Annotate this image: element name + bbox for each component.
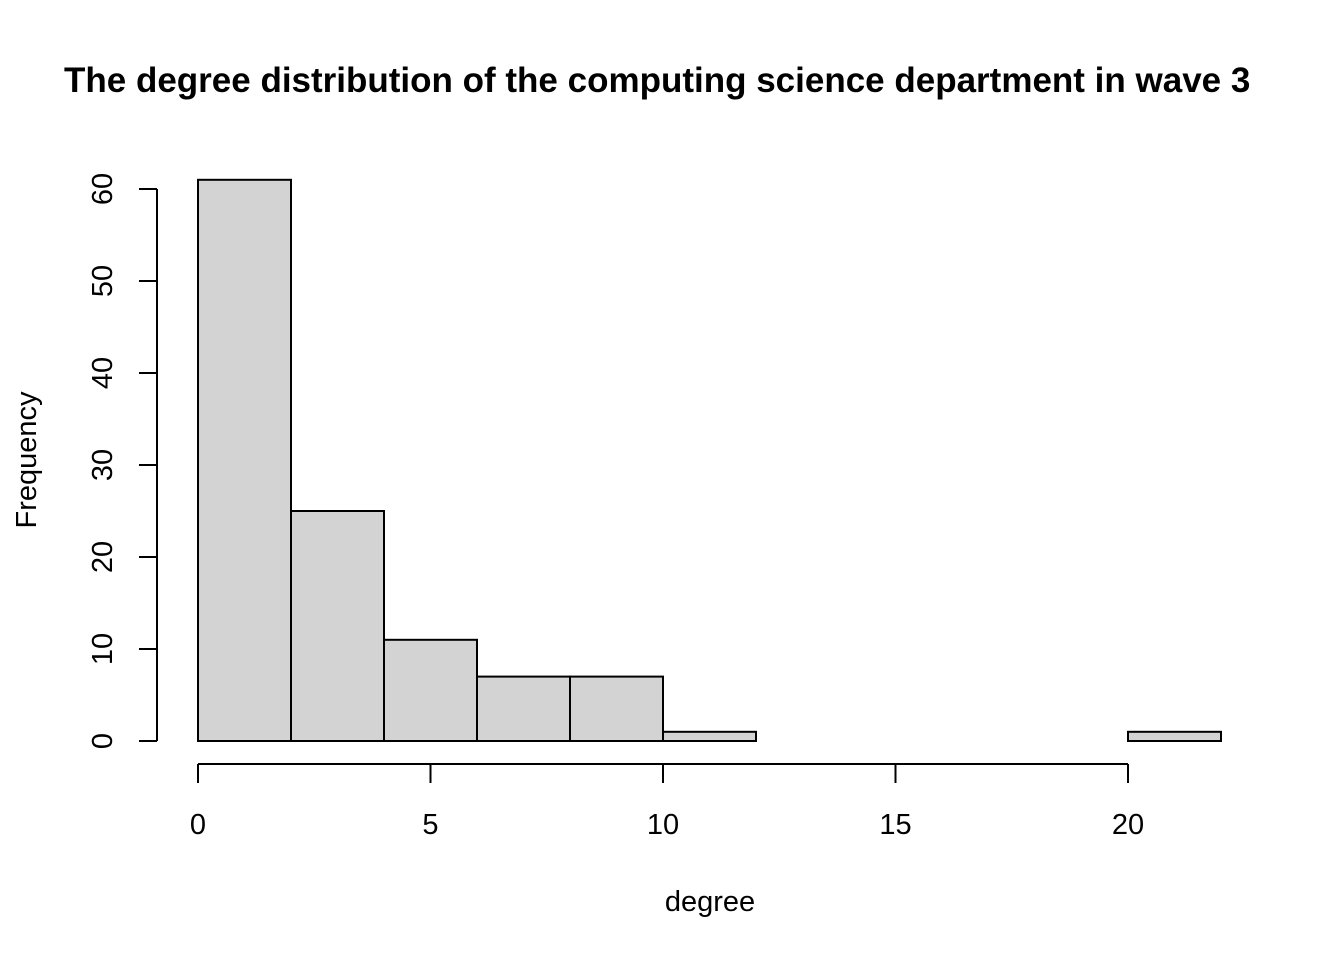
chart-title: The degree distribution of the computing… <box>64 61 1250 100</box>
y-tick-label-30: 30 <box>87 449 119 481</box>
histogram-bar-4 <box>569 675 664 742</box>
x-tick-label-5: 5 <box>422 809 438 841</box>
histogram-bar-2 <box>383 638 478 742</box>
x-axis: 0 5 10 15 20 <box>190 763 1144 841</box>
x-tick-label-20: 20 <box>1112 809 1144 841</box>
bars-group <box>197 178 1222 743</box>
x-tick-label-15: 15 <box>879 809 911 841</box>
x-axis-label: degree <box>665 886 755 918</box>
x-tick-label-10: 10 <box>647 809 679 841</box>
y-tick-label-0: 0 <box>87 733 119 749</box>
histogram-bar-3 <box>476 675 571 742</box>
y-axis-label: Frequency <box>11 391 43 529</box>
histogram-bar-10 <box>1127 730 1222 742</box>
histogram-bar-5 <box>662 730 757 742</box>
y-tick-label-10: 10 <box>87 633 119 665</box>
y-tick-label-20: 20 <box>87 541 119 573</box>
y-axis: 0 10 20 30 40 50 60 <box>87 173 158 749</box>
x-tick-label-0: 0 <box>190 809 206 841</box>
histogram-bar-0 <box>197 178 292 743</box>
y-tick-label-50: 50 <box>87 265 119 297</box>
y-tick-label-40: 40 <box>87 357 119 389</box>
histogram-bar-1 <box>290 510 385 742</box>
y-tick-label-60: 60 <box>87 173 119 205</box>
